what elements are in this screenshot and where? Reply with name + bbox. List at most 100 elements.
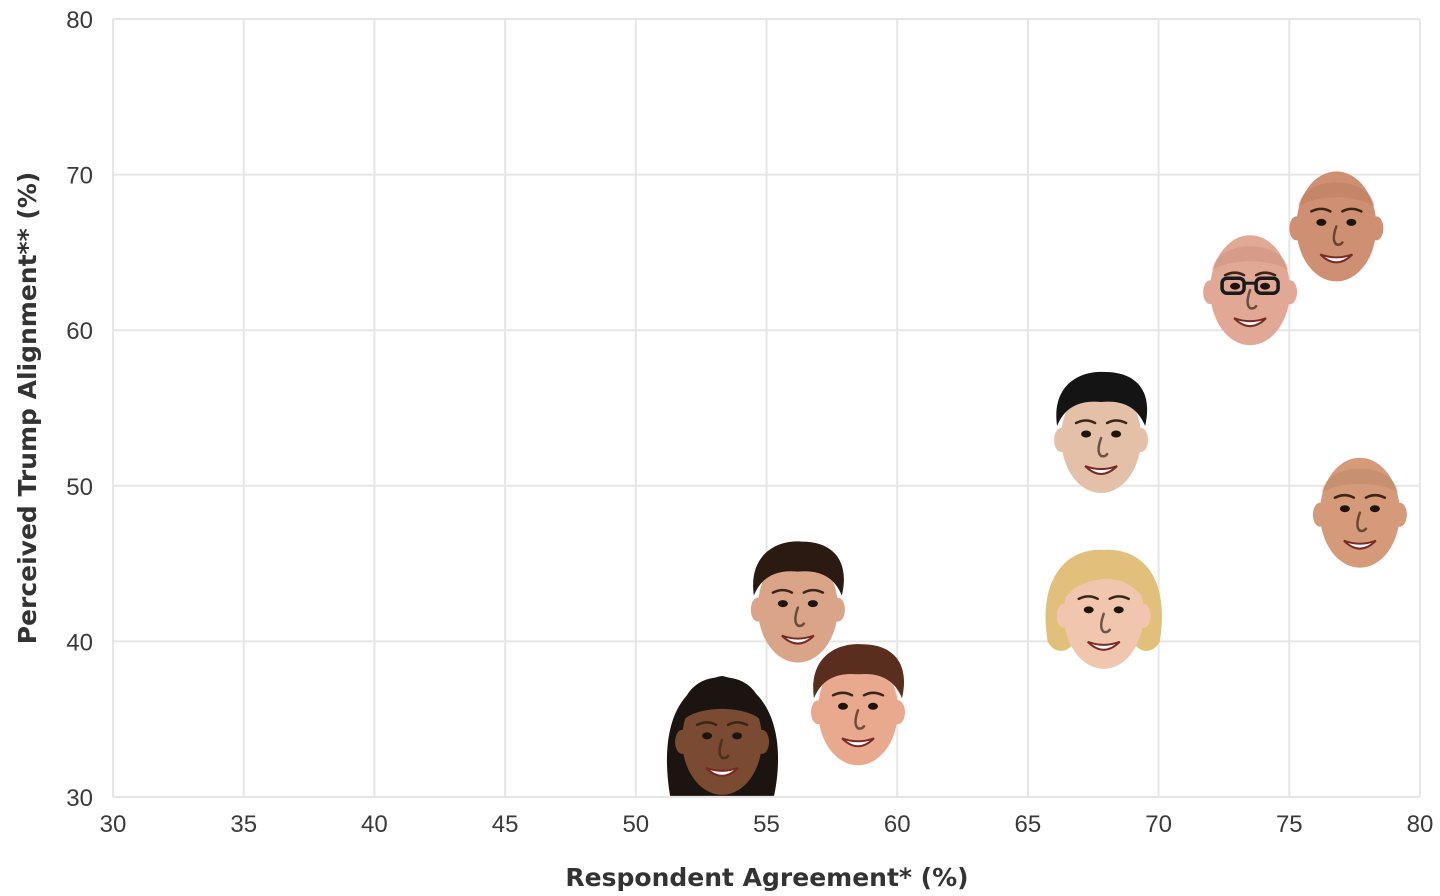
- grid: [112, 18, 1421, 798]
- scalp: [1212, 246, 1289, 271]
- eye: [702, 732, 713, 740]
- eye: [1083, 606, 1094, 614]
- hair: [753, 541, 844, 596]
- ear: [1056, 603, 1071, 628]
- ear: [810, 700, 825, 725]
- y-axis-title: Perceived Trump Alignment** (%): [13, 172, 42, 645]
- ear: [1289, 216, 1304, 241]
- face-man-glasses: [1203, 235, 1298, 346]
- brow: [862, 691, 885, 697]
- hair: [1059, 551, 1149, 606]
- y-tick-label: 50: [66, 474, 93, 501]
- brow: [1105, 419, 1128, 425]
- ear: [1283, 280, 1298, 305]
- brow: [1310, 207, 1332, 213]
- brow: [1074, 419, 1097, 425]
- ear: [675, 729, 690, 754]
- ear: [1203, 280, 1218, 305]
- brow: [802, 588, 825, 594]
- face-man-dark-hair: [750, 541, 845, 663]
- x-tick-label: 55: [753, 811, 780, 838]
- brow: [1364, 493, 1387, 499]
- eye: [867, 702, 878, 710]
- brow: [1254, 271, 1277, 277]
- scalp: [1321, 468, 1398, 493]
- brow: [1333, 493, 1356, 499]
- face-man-bald-smiling: [1312, 457, 1407, 568]
- eye: [1230, 282, 1241, 290]
- glasses-lens: [1220, 276, 1246, 295]
- x-tick-label: 70: [1145, 811, 1172, 838]
- hair: [680, 677, 765, 724]
- eye: [807, 600, 818, 608]
- face-man-bald: [1289, 171, 1384, 282]
- y-tick-label: 30: [66, 785, 93, 812]
- mouth: [1086, 640, 1121, 651]
- nose: [794, 606, 806, 628]
- x-tick-label: 40: [361, 811, 388, 838]
- eye: [777, 600, 788, 608]
- hair: [1056, 371, 1148, 427]
- ear: [750, 597, 765, 622]
- data-points: [666, 171, 1407, 796]
- eye: [1339, 505, 1350, 513]
- face-man-black-hair: [1054, 371, 1149, 494]
- y-tick-label: 40: [66, 629, 93, 656]
- brow: [771, 588, 794, 594]
- brow: [1077, 595, 1099, 601]
- tick-labels: 30 35 40 45 50 55 60 65 70 75 80 30 40 50 60 70 80: [66, 7, 1433, 838]
- ear: [1369, 216, 1384, 241]
- x-tick-label: 65: [1015, 811, 1042, 838]
- nose: [718, 738, 730, 760]
- y-tick-label: 60: [66, 318, 93, 345]
- brow: [695, 721, 718, 727]
- mouth: [1343, 539, 1377, 550]
- nose: [1097, 436, 1109, 458]
- ear: [1136, 603, 1151, 628]
- mouth: [705, 766, 739, 777]
- eye: [1260, 282, 1271, 290]
- ear: [1392, 502, 1407, 527]
- glasses-lens: [1254, 276, 1280, 295]
- scalp: [1298, 182, 1375, 207]
- face-woman-dark-hair: [666, 675, 779, 796]
- brow: [1223, 271, 1246, 277]
- x-tick-label: 60: [884, 811, 911, 838]
- x-tick-label: 75: [1276, 811, 1303, 838]
- ear: [755, 729, 770, 754]
- face-man-brown-hair: [810, 644, 905, 766]
- nose: [1332, 225, 1344, 246]
- brow: [1341, 207, 1363, 213]
- x-axis-title: Respondent Agreement* (%): [565, 863, 968, 892]
- eye: [1081, 430, 1092, 438]
- y-tick-label: 80: [66, 7, 93, 34]
- x-tick-label: 35: [230, 811, 257, 838]
- brow: [726, 721, 749, 727]
- eye: [837, 702, 848, 710]
- nose: [1246, 288, 1258, 310]
- y-tick-label: 70: [66, 163, 93, 190]
- eye: [1346, 218, 1357, 226]
- ear: [1054, 428, 1069, 453]
- x-tick-label: 45: [492, 811, 519, 838]
- eye: [732, 732, 743, 740]
- mouth: [1084, 465, 1118, 476]
- brow: [831, 691, 854, 697]
- nose: [1099, 612, 1111, 634]
- ear: [830, 597, 845, 622]
- x-tick-label: 50: [622, 811, 649, 838]
- mouth: [781, 634, 815, 645]
- brow: [1108, 595, 1130, 601]
- eye: [1316, 218, 1327, 226]
- ear: [890, 700, 905, 725]
- x-tick-label: 80: [1407, 811, 1434, 838]
- eye: [1113, 606, 1124, 614]
- ear: [1312, 502, 1327, 527]
- mouth: [1233, 317, 1267, 328]
- mouth: [1319, 253, 1354, 264]
- hair: [813, 644, 905, 699]
- eye: [1369, 505, 1380, 513]
- eye: [1111, 430, 1122, 438]
- mouth: [841, 737, 875, 748]
